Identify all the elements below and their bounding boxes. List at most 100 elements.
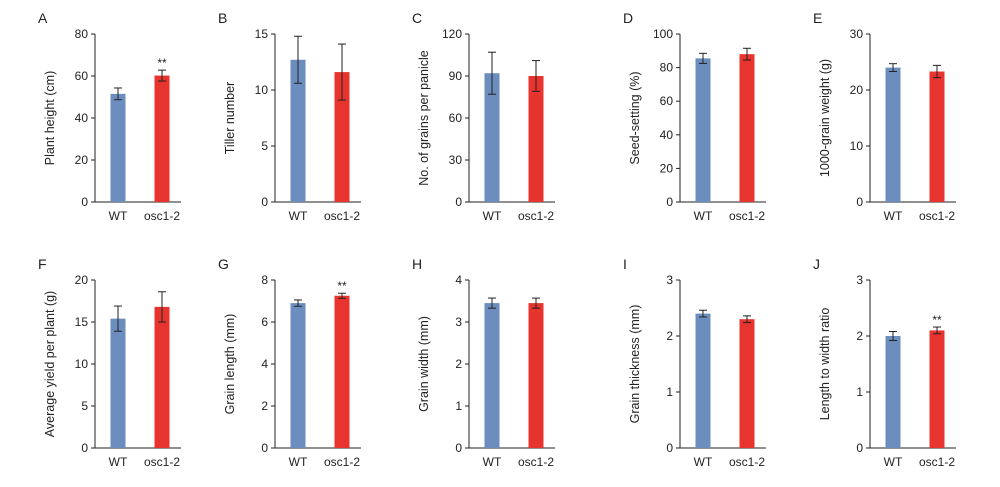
bar-osc1-2 [154,306,170,448]
y-tick-label: 10 [255,83,269,97]
bar-wt [484,303,500,448]
x-tick-label: osc1-2 [144,455,180,469]
bar-wt [290,303,306,448]
panel-letter: J [813,256,820,272]
y-tick-label: 0 [666,195,673,209]
panel-i: I Grain thickness (mm) 0 1 2 3 WT osc1-2 [623,256,766,469]
y-axis-label: 1000-grain weight (g) [818,59,832,177]
y-tick-label: 1 [666,385,673,399]
y-axis-label: Length to width ratio [818,308,832,421]
y-tick-label: 3 [666,273,673,287]
y-tick-label: 15 [255,27,269,41]
y-tick-label: 80 [660,61,674,75]
bar-osc1-2 [929,330,945,448]
y-tick-label: 0 [856,441,863,455]
bar-osc1-2 [929,71,945,203]
y-tick-label: 6 [261,315,268,329]
y-axis-label: Grain length (mm) [223,314,237,415]
bar-wt [484,73,500,202]
y-axis-label: Grain thickness (mm) [628,305,642,424]
y-tick-label: 20 [75,153,89,167]
bar-wt [110,93,126,202]
y-tick-label: 80 [75,27,89,41]
y-tick-label: 60 [75,69,89,83]
panel-e: E 1000-grain weight (g) 0 10 20 30 WT osc1-2 [813,10,956,223]
y-tick-label: 0 [261,195,268,209]
x-tick-label: WT [694,455,713,469]
y-tick-label: 1 [856,385,863,399]
bar-wt [290,59,306,203]
x-tick-label: osc1-2 [518,455,554,469]
y-tick-label: 20 [660,161,674,175]
y-tick-label: 120 [442,27,462,41]
significance-mark: ** [157,56,167,70]
y-tick-label: 2 [455,357,462,371]
panel-letter: E [813,10,822,26]
panel-letter: F [38,256,47,272]
panel-letter: B [218,10,227,26]
y-tick-label: 2 [666,329,673,343]
panel-letter: I [623,256,627,272]
y-tick-label: 15 [75,315,89,329]
y-tick-label: 0 [666,441,673,455]
panel-letter: H [412,256,422,272]
significance-mark: ** [337,279,347,293]
x-tick-label: WT [483,209,502,223]
y-tick-label: 3 [455,315,462,329]
y-tick-label: 5 [81,399,88,413]
panel-h: H Grain width (mm) 0 1 2 3 4 WT osc1-2 [412,256,555,469]
y-tick-label: 0 [261,441,268,455]
y-tick-label: 2 [856,329,863,343]
y-tick-label: 0 [455,195,462,209]
y-tick-label: 3 [856,273,863,287]
panel-letter: A [38,10,48,26]
y-tick-label: 30 [850,27,864,41]
x-tick-label: osc1-2 [518,209,554,223]
bar-osc1-2 [528,303,544,448]
y-tick-label: 0 [81,441,88,455]
x-tick-label: osc1-2 [324,455,360,469]
bar-osc1-2 [739,319,755,448]
x-tick-label: osc1-2 [144,209,180,223]
x-tick-label: WT [694,209,713,223]
x-tick-label: WT [289,455,308,469]
panel-letter: C [412,10,422,26]
x-tick-label: WT [109,209,128,223]
y-tick-label: 20 [75,273,89,287]
y-axis-label: No. of grains per panicle [417,50,431,186]
y-tick-label: 4 [261,357,268,371]
bar-wt [695,313,711,448]
x-tick-label: WT [289,209,308,223]
y-tick-label: 10 [850,139,864,153]
y-tick-label: 10 [75,357,89,371]
panel-b: B Tiller number 0 5 10 15 WT osc1-2 [218,10,361,223]
panel-j: J Length to width ratio 0 1 2 3 WT osc1-2 ** [813,256,956,469]
x-tick-label: WT [483,455,502,469]
y-axis-label: Plant height (cm) [43,71,57,165]
bar-osc1-2 [334,72,350,202]
significance-mark: ** [932,313,942,327]
y-axis-label: Tiller number [223,82,237,154]
y-tick-label: 40 [75,111,89,125]
x-tick-label: osc1-2 [919,209,955,223]
y-axis-label: Seed-setting (%) [628,71,642,164]
y-tick-label: 0 [856,195,863,209]
y-tick-label: 4 [455,273,462,287]
bar-osc1-2 [528,76,544,202]
y-tick-label: 60 [449,111,463,125]
bar-wt [695,58,711,202]
y-tick-label: 8 [261,273,268,287]
panel-letter: G [218,256,229,272]
panel-a: A Plant height (cm) 0 20 40 60 80 WT osc1-2 ** [38,10,181,223]
y-tick-label: 100 [653,27,673,41]
panel-f: F Average yield per plant (g) 0 5 10 15 20 WT os… [38,256,181,469]
x-tick-label: osc1-2 [729,455,765,469]
x-tick-label: WT [884,209,903,223]
bar-wt [110,318,126,448]
bar-osc1-2 [739,54,755,202]
y-tick-label: 2 [261,399,268,413]
y-tick-label: 0 [81,195,88,209]
y-tick-label: 60 [660,94,674,108]
bar-wt [885,67,901,202]
